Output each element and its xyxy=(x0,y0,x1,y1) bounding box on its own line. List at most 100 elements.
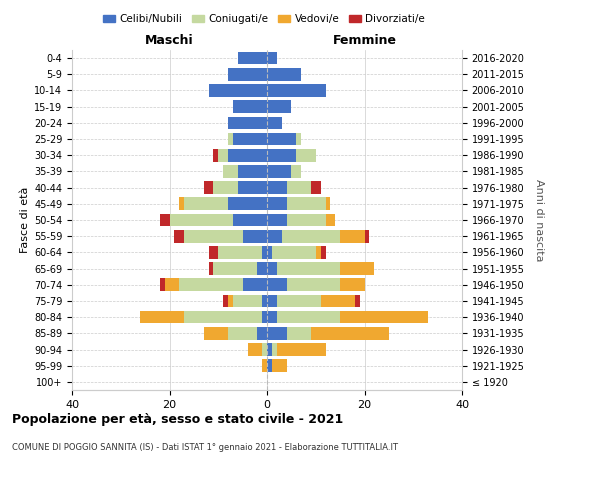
Bar xyxy=(287,182,311,194)
Bar xyxy=(214,149,218,162)
Bar xyxy=(267,52,277,64)
Bar xyxy=(281,230,340,242)
Bar xyxy=(267,294,277,308)
Bar xyxy=(340,230,365,242)
Bar xyxy=(257,327,267,340)
Bar xyxy=(170,214,233,226)
Bar xyxy=(267,149,296,162)
Bar xyxy=(238,52,267,64)
Bar xyxy=(287,327,311,340)
Bar xyxy=(325,214,335,226)
Bar xyxy=(184,230,242,242)
Bar xyxy=(228,68,267,80)
Bar xyxy=(262,246,267,258)
Bar xyxy=(365,230,370,242)
Bar xyxy=(238,182,267,194)
Bar xyxy=(320,246,325,258)
Bar xyxy=(228,198,267,210)
Text: COMUNE DI POGGIO SANNITA (IS) - Dati ISTAT 1° gennaio 2021 - Elaborazione TUTTIT: COMUNE DI POGGIO SANNITA (IS) - Dati IST… xyxy=(12,442,398,452)
Bar xyxy=(140,311,184,324)
Bar xyxy=(272,360,287,372)
Bar xyxy=(175,230,184,242)
Bar xyxy=(267,214,287,226)
Bar xyxy=(316,246,320,258)
Bar xyxy=(277,343,325,356)
Bar xyxy=(267,246,272,258)
Bar xyxy=(262,360,267,372)
Bar xyxy=(272,343,277,356)
Bar xyxy=(355,294,359,308)
Bar xyxy=(325,198,331,210)
Bar xyxy=(214,262,257,275)
Bar xyxy=(340,262,374,275)
Y-axis label: Anni di nascita: Anni di nascita xyxy=(534,179,544,261)
Bar xyxy=(257,262,267,275)
Bar xyxy=(267,182,287,194)
Bar xyxy=(228,149,267,162)
Bar xyxy=(262,311,267,324)
Bar xyxy=(267,360,272,372)
Bar xyxy=(248,343,262,356)
Bar xyxy=(218,246,262,258)
Bar xyxy=(218,149,228,162)
Bar xyxy=(160,278,164,291)
Bar xyxy=(311,327,389,340)
Bar xyxy=(267,262,277,275)
Bar xyxy=(296,132,301,145)
Bar xyxy=(267,116,281,129)
Bar xyxy=(262,294,267,308)
Bar xyxy=(267,311,277,324)
Bar xyxy=(277,311,340,324)
Bar xyxy=(277,294,320,308)
Bar xyxy=(203,327,228,340)
Bar xyxy=(184,311,262,324)
Bar xyxy=(340,311,428,324)
Bar xyxy=(277,262,340,275)
Bar xyxy=(164,278,179,291)
Bar xyxy=(209,246,218,258)
Bar xyxy=(228,294,233,308)
Bar xyxy=(267,68,301,80)
Bar xyxy=(267,278,287,291)
Bar xyxy=(233,214,267,226)
Bar xyxy=(272,246,316,258)
Bar xyxy=(320,294,355,308)
Bar xyxy=(267,132,296,145)
Bar xyxy=(209,84,267,97)
Bar xyxy=(267,198,287,210)
Legend: Celibi/Nubili, Coniugati/e, Vedovi/e, Divorziati/e: Celibi/Nubili, Coniugati/e, Vedovi/e, Di… xyxy=(99,10,429,29)
Bar xyxy=(228,116,267,129)
Bar xyxy=(242,278,267,291)
Bar xyxy=(179,198,184,210)
Bar xyxy=(262,343,267,356)
Bar xyxy=(228,327,257,340)
Text: Femmine: Femmine xyxy=(332,34,397,47)
Bar xyxy=(287,198,325,210)
Bar xyxy=(287,278,340,291)
Y-axis label: Fasce di età: Fasce di età xyxy=(20,187,30,253)
Bar xyxy=(267,230,281,242)
Bar xyxy=(267,343,272,356)
Bar xyxy=(209,262,214,275)
Bar xyxy=(238,165,267,177)
Bar xyxy=(267,165,292,177)
Bar xyxy=(179,278,242,291)
Bar xyxy=(223,165,238,177)
Bar xyxy=(223,294,228,308)
Bar xyxy=(340,278,365,291)
Bar xyxy=(160,214,170,226)
Bar xyxy=(233,132,267,145)
Bar xyxy=(203,182,214,194)
Bar xyxy=(296,149,316,162)
Bar xyxy=(292,165,301,177)
Bar xyxy=(184,198,228,210)
Bar xyxy=(242,230,267,242)
Bar xyxy=(267,100,292,113)
Text: Popolazione per età, sesso e stato civile - 2021: Popolazione per età, sesso e stato civil… xyxy=(12,412,343,426)
Text: Maschi: Maschi xyxy=(145,34,194,47)
Bar xyxy=(311,182,320,194)
Bar xyxy=(214,182,238,194)
Bar xyxy=(228,132,233,145)
Bar xyxy=(233,294,262,308)
Bar xyxy=(267,84,325,97)
